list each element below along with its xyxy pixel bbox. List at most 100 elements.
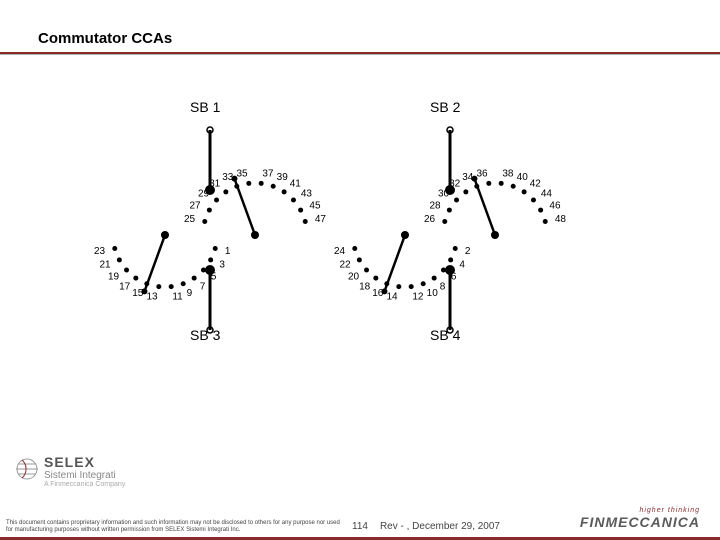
wiper-tip xyxy=(381,288,387,294)
contact-label: 6 xyxy=(451,272,457,283)
contact-dot xyxy=(201,267,206,272)
contact-dot xyxy=(246,181,251,186)
wiper-arm xyxy=(474,179,495,235)
contact-dot xyxy=(303,219,308,224)
contact-dot xyxy=(522,189,527,194)
contact-label: 38 xyxy=(502,168,514,179)
contact-dot xyxy=(208,257,213,262)
wiper-tip xyxy=(471,176,477,182)
contact-dot xyxy=(352,246,357,251)
contact-dot xyxy=(396,284,401,289)
contact-dot xyxy=(531,198,536,203)
contact-label: 45 xyxy=(309,200,321,211)
switch-label-sb1: SB 1 xyxy=(190,99,221,115)
contact-label: 28 xyxy=(429,200,441,211)
contact-label: 25 xyxy=(184,214,196,225)
contact-label: 44 xyxy=(541,188,553,199)
wiper-arm xyxy=(144,235,165,291)
switch-label-sb2: SB 2 xyxy=(430,99,461,115)
contact-label: 30 xyxy=(438,188,450,199)
contact-dot xyxy=(364,267,369,272)
contact-dot xyxy=(213,246,218,251)
wiper-hub xyxy=(251,231,259,239)
contact-label: 43 xyxy=(301,188,313,199)
contact-label: 8 xyxy=(440,281,446,292)
contact-dot xyxy=(409,284,414,289)
contact-dot xyxy=(432,276,437,281)
contact-label: 12 xyxy=(412,292,424,303)
contact-dot xyxy=(214,198,219,203)
wiper-hub xyxy=(491,231,499,239)
selex-logo-icon xyxy=(14,456,40,482)
contact-dot xyxy=(447,208,452,213)
contact-label: 14 xyxy=(387,292,399,303)
contact-dot xyxy=(271,184,276,189)
footer: This document contains proprietary infor… xyxy=(0,492,720,540)
wiper-hub xyxy=(401,231,409,239)
contact-dot xyxy=(192,276,197,281)
page-root: Commutator CCAs SB 1SB 2SB 3SB 413579111… xyxy=(0,0,720,540)
switch-label-sb4: SB 4 xyxy=(430,327,461,343)
contact-dot xyxy=(298,208,303,213)
contact-dot xyxy=(357,257,362,262)
contact-dot xyxy=(486,181,491,186)
contact-dot xyxy=(442,219,447,224)
contact-label: 35 xyxy=(237,168,249,179)
contact-label: 9 xyxy=(187,288,193,299)
contact-label: 37 xyxy=(262,168,274,179)
contact-dot xyxy=(463,189,468,194)
wiper-arm xyxy=(384,235,405,291)
contact-dot xyxy=(124,267,129,272)
contact-dot xyxy=(448,257,453,262)
contact-dot xyxy=(421,281,426,286)
contact-label: 27 xyxy=(189,200,201,211)
contact-label: 11 xyxy=(172,292,183,303)
disclaimer-text: This document contains proprietary infor… xyxy=(6,520,346,534)
contact-label: 7 xyxy=(200,281,206,292)
contact-label: 1 xyxy=(225,246,231,257)
contact-dot xyxy=(441,267,446,272)
contact-label: 23 xyxy=(94,246,106,257)
contact-label: 41 xyxy=(290,179,302,190)
contact-dot xyxy=(202,219,207,224)
contact-dot xyxy=(499,181,504,186)
contact-dot xyxy=(453,246,458,251)
contact-dot xyxy=(133,276,138,281)
revision-date: Rev - , December 29, 2007 xyxy=(380,521,500,532)
contact-dot xyxy=(511,184,516,189)
wiper-tip xyxy=(231,176,237,182)
contact-label: 36 xyxy=(477,168,489,179)
arc-odd_right: 474543413937353331292725 xyxy=(184,168,326,239)
contact-dot xyxy=(282,189,287,194)
contact-dot xyxy=(169,284,174,289)
contact-label: 31 xyxy=(209,179,221,190)
contact-label: 39 xyxy=(277,172,289,183)
contact-label: 10 xyxy=(427,288,439,299)
contact-label: 48 xyxy=(555,214,567,225)
contact-label: 21 xyxy=(99,260,111,271)
wiper-arm xyxy=(234,179,255,235)
contact-label: 32 xyxy=(449,179,461,190)
contact-label: 19 xyxy=(108,272,120,283)
contact-dot xyxy=(291,198,296,203)
contact-label: 40 xyxy=(517,172,529,183)
contact-dot xyxy=(538,208,543,213)
page-number: 114 xyxy=(352,521,368,532)
selex-sub2: A Finmeccanica Company xyxy=(44,481,125,488)
contact-dot xyxy=(112,246,117,251)
switch-label-sb3: SB 3 xyxy=(190,327,221,343)
contact-dot xyxy=(259,181,264,186)
contact-label: 46 xyxy=(549,200,561,211)
contact-label: 13 xyxy=(147,292,159,303)
contact-label: 29 xyxy=(198,188,210,199)
selex-sub: Sistemi Integrati xyxy=(44,470,125,481)
arc-even_right: 484644424038363432302826 xyxy=(424,168,566,239)
contact-dot xyxy=(454,198,459,203)
contact-dot xyxy=(117,257,122,262)
contact-label: 42 xyxy=(530,179,542,190)
contact-dot xyxy=(207,208,212,213)
contact-label: 26 xyxy=(424,214,436,225)
contact-label: 4 xyxy=(459,260,465,271)
contact-dot xyxy=(543,219,548,224)
contact-label: 17 xyxy=(119,281,131,292)
